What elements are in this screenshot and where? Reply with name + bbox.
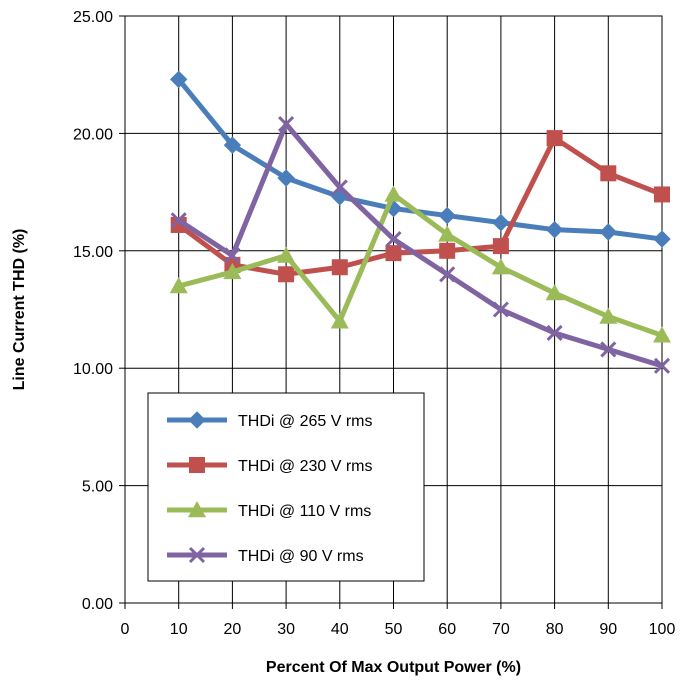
x-marker-stroke xyxy=(224,247,241,264)
x-tick-label: 10 xyxy=(170,621,188,638)
legend: THDi @ 265 V rms THDi @ 230 V rms THDi @ 1… xyxy=(147,392,425,582)
legend-swatch-marker xyxy=(188,411,206,429)
y-tick-label: 0.00 xyxy=(82,596,113,613)
legend-item: THDi @ 90 V rms xyxy=(167,546,364,565)
legend-label: THDi @ 230 V rms xyxy=(238,458,372,475)
legend-label: THDi @ 110 V rms xyxy=(238,503,371,520)
data-point xyxy=(277,169,295,187)
data-point xyxy=(169,277,188,294)
data-point xyxy=(170,212,187,229)
y-tick-label: 20.00 xyxy=(73,126,113,143)
data-point xyxy=(278,266,295,283)
data-point xyxy=(438,206,456,225)
y-axis-title: Line Current THD (%) xyxy=(11,229,28,391)
y-tick-label: 5.00 xyxy=(82,479,113,496)
x-marker-stroke xyxy=(653,357,671,374)
x-marker-stroke xyxy=(546,324,563,342)
data-point xyxy=(330,312,349,329)
y-tick-label: 15.00 xyxy=(73,244,113,261)
data-point xyxy=(492,238,509,255)
x-tick-label: 90 xyxy=(599,621,617,638)
data-point xyxy=(546,324,563,342)
x-marker-stroke xyxy=(385,230,402,248)
x-axis-title: Percent Of Max Output Power (%) xyxy=(266,659,521,676)
data-point xyxy=(439,266,456,283)
series-3 xyxy=(170,115,671,374)
legend-item: THDi @ 265 V rms xyxy=(167,411,372,430)
data-point xyxy=(653,326,671,343)
data-point xyxy=(169,70,188,89)
x-marker-stroke xyxy=(439,266,456,283)
x-tick-label: 70 xyxy=(492,621,510,638)
data-point xyxy=(384,185,403,202)
legend-item: THDi @ 230 V rms xyxy=(167,457,372,475)
data-point xyxy=(223,262,242,280)
data-point xyxy=(385,245,402,262)
x-marker-stroke xyxy=(331,179,348,196)
series-lines xyxy=(169,70,671,374)
legend-label: THDi @ 265 V rms xyxy=(238,413,372,430)
data-point xyxy=(653,357,671,374)
data-point xyxy=(385,230,402,248)
x-tick-label: 60 xyxy=(438,621,456,638)
data-point xyxy=(545,220,564,239)
legend-item: THDi @ 110 V rms xyxy=(167,501,371,520)
x-tick-label: 30 xyxy=(277,621,295,638)
x-tick-label: 0 xyxy=(121,621,130,638)
series-line xyxy=(177,121,663,369)
data-point xyxy=(599,307,618,324)
data-point xyxy=(546,130,563,147)
y-tick-label: 10.00 xyxy=(73,361,113,378)
legend-swatch-marker xyxy=(188,546,206,564)
series-line xyxy=(178,191,663,338)
x-tick-label: 20 xyxy=(224,621,242,638)
data-point xyxy=(439,242,456,259)
data-point xyxy=(223,136,242,154)
data-point xyxy=(331,259,348,276)
data-point xyxy=(492,301,509,318)
axis-ticks: 0 10 20 30 40 50 60 70 80 90 100 0.00 5.00 10.00 15.00… xyxy=(73,9,675,638)
x-tick-label: 40 xyxy=(331,621,349,638)
data-point xyxy=(600,165,617,182)
data-point xyxy=(331,179,348,196)
legend-label: THDi @ 90 V rms xyxy=(238,548,364,565)
series-line xyxy=(177,135,663,277)
data-point xyxy=(224,247,241,264)
data-point xyxy=(438,225,457,242)
data-point xyxy=(545,284,564,301)
series-1 xyxy=(170,130,670,283)
data-point xyxy=(600,341,617,358)
data-point xyxy=(278,115,295,133)
legend-swatch-marker xyxy=(188,501,206,518)
data-point xyxy=(654,186,670,203)
x-tick-label: 80 xyxy=(546,621,564,638)
x-marker-stroke xyxy=(278,115,295,133)
x-marker-stroke xyxy=(170,212,187,229)
legend-swatch-marker xyxy=(189,457,205,473)
data-point xyxy=(491,258,510,275)
series-2 xyxy=(169,185,671,343)
data-point xyxy=(599,223,618,241)
x-marker-stroke xyxy=(492,301,509,318)
x-tick-label: 50 xyxy=(385,621,403,638)
data-point xyxy=(492,213,510,232)
y-tick-label: 25.00 xyxy=(73,9,113,26)
data-point xyxy=(653,230,671,248)
x-marker-stroke xyxy=(188,546,206,564)
data-point xyxy=(277,246,296,263)
x-marker-stroke xyxy=(600,341,617,358)
x-tick-label: 100 xyxy=(649,621,676,638)
